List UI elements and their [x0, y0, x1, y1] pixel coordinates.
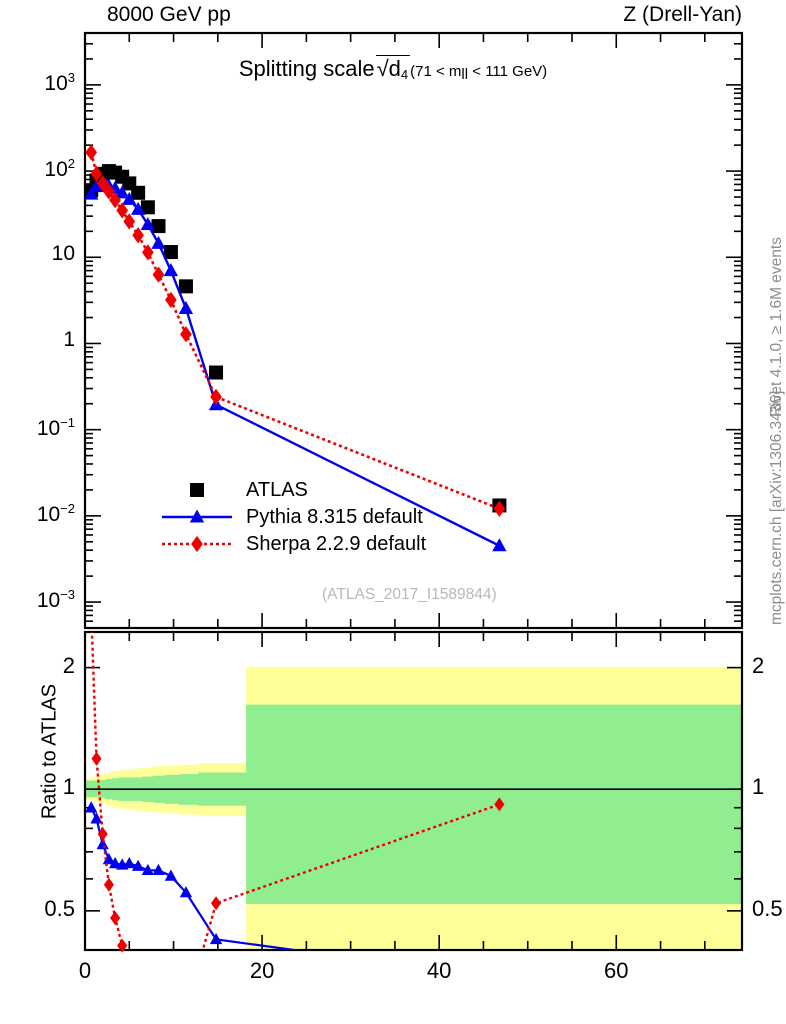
ratio-point-0	[131, 859, 145, 871]
data-point-0	[163, 245, 178, 260]
main-y-tick-label: 10−1	[36, 414, 75, 440]
ratio-point-0	[179, 886, 193, 898]
data-point-1	[140, 217, 156, 231]
ratio-y-tick-label-left: 2	[62, 652, 75, 678]
legend-marker-square-icon	[160, 477, 234, 504]
legend-label: Pythia 8.315 default	[246, 506, 423, 528]
data-point-0	[178, 279, 193, 294]
title-radicand-sub: 4	[400, 67, 409, 82]
x-tick-label: 60	[604, 958, 629, 983]
data-point-2	[132, 227, 144, 244]
header-process-label: Z (Drell-Yan)	[623, 3, 742, 26]
uncertainty-bands-group	[85, 666, 742, 950]
data-point-0	[151, 219, 166, 234]
title-prefix: Splitting scale	[238, 56, 375, 81]
ratio-point-1	[91, 751, 102, 766]
main-y-tick-label: 103	[44, 69, 75, 95]
legend-marker	[189, 509, 205, 523]
data-point-1	[492, 538, 507, 552]
title-radicand: d	[388, 56, 401, 81]
ratio-y-tick-label-left: 1	[62, 774, 75, 800]
data-point-2	[142, 244, 154, 261]
ratio-point-1	[117, 938, 128, 953]
x-tick-label: 20	[249, 958, 275, 983]
main-y-tick-label: 1	[63, 328, 75, 352]
ratio-y-tick-label-right: 2	[752, 652, 765, 678]
data-point-2	[152, 266, 165, 283]
ratio-y-tick-label-right: 0.5	[752, 895, 783, 921]
header-beam-label: 8000 GeV pp	[107, 3, 231, 26]
ratio-point-0	[123, 857, 136, 869]
ratio-point-0	[164, 869, 178, 881]
data-point-1	[122, 191, 137, 205]
axis-ticks-group	[84, 32, 742, 951]
ratio-point-0	[85, 801, 98, 813]
data-point-2	[123, 213, 136, 230]
data-point-2	[180, 326, 192, 343]
data-point-2	[116, 202, 129, 219]
ratio-y-tick-label-left: 0.5	[44, 895, 75, 921]
data-point-1	[84, 186, 99, 200]
title-condition-sub: ll	[461, 66, 469, 83]
ratio-point-0	[141, 863, 155, 876]
axes-frames-group	[83, 31, 744, 952]
data-point-2	[96, 175, 109, 192]
data-point-1	[115, 185, 130, 199]
ratio-point-1	[494, 797, 505, 812]
data-point-1	[178, 300, 194, 314]
ratio-point-1	[211, 896, 222, 911]
series-line-2	[89, 152, 500, 510]
legend-marker	[190, 483, 204, 497]
data-point-2	[85, 144, 98, 161]
ratio-y-tick-label-right: 1	[752, 774, 765, 800]
ratio-panel-frame	[83, 630, 744, 952]
legend-label: ATLAS	[246, 479, 308, 501]
main-panel-frame	[83, 31, 744, 630]
main-y-tick-label: 10−3	[36, 587, 75, 613]
data-point-0	[209, 365, 224, 380]
data-point-1	[151, 235, 166, 249]
main-panel-data-group	[84, 144, 507, 552]
main-y-tick-label: 102	[44, 156, 75, 182]
data-point-2	[165, 291, 177, 309]
ratio-point-1	[103, 877, 114, 892]
data-point-1	[130, 201, 146, 215]
main-y-tick-label: 10−2	[36, 500, 75, 526]
data-point-2	[90, 165, 103, 182]
sqrt-radicand: √d4	[375, 55, 411, 82]
analysis-id-watermark: (ATLAS_2017_I1589844)	[322, 586, 497, 603]
legend-marker-triangle-icon	[160, 504, 234, 531]
title-condition-close: < 111 GeV)	[468, 63, 548, 80]
plot-title: Splitting scale√d4 (71 < mll < 111 GeV)	[0, 55, 786, 83]
ratio-point-0	[96, 838, 109, 850]
ratio-point-0	[90, 812, 103, 824]
legend-label: Sherpa 2.2.9 default	[246, 533, 427, 555]
ratio-point-0	[102, 853, 116, 865]
data-point-2	[493, 500, 506, 517]
legend-marker-diamond-icon	[160, 531, 234, 558]
x-tick-label: 0	[78, 958, 92, 983]
ratio-panel-data-group	[85, 632, 505, 953]
data-point-2	[103, 183, 115, 200]
data-point-2	[109, 192, 121, 209]
legend-marker	[191, 535, 203, 553]
ratio-point-0	[152, 863, 165, 876]
ratio-point-1	[97, 826, 108, 841]
ratio-point-1	[110, 911, 121, 926]
x-tick-label: 40	[426, 958, 452, 983]
data-point-0	[140, 200, 155, 215]
ratio-point-0	[209, 932, 223, 945]
data-point-0	[131, 185, 146, 200]
main-y-tick-label: 10	[51, 242, 75, 266]
ratio-point-0	[108, 857, 122, 869]
data-point-2	[210, 388, 222, 406]
ratio-axis-label: Ratio to ATLAS	[38, 683, 61, 820]
inner-uncertainty-band	[85, 704, 742, 904]
data-point-1	[163, 263, 179, 277]
title-condition-open: (71 < m	[410, 63, 462, 80]
